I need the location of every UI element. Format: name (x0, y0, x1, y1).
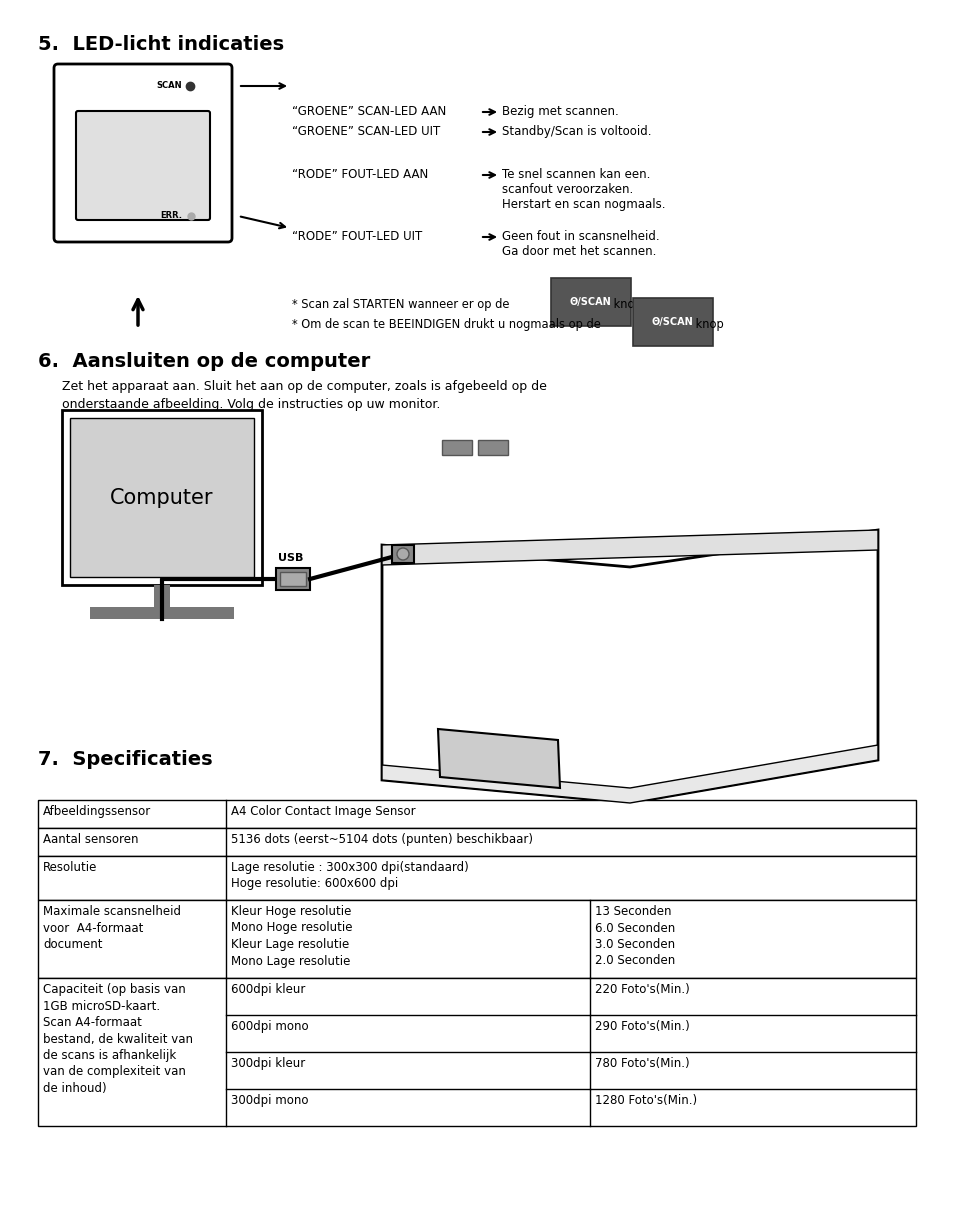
Text: Bezig met scannen.: Bezig met scannen. (501, 104, 618, 118)
Text: knop is gedrukt: knop is gedrukt (609, 298, 702, 311)
Text: Θ/SCAN: Θ/SCAN (651, 317, 693, 327)
Text: Te snel scannen kan een.
scanfout veroorzaken.
Herstart en scan nogmaals.: Te snel scannen kan een. scanfout veroor… (501, 168, 665, 211)
Text: “RODE” FOUT-LED UIT: “RODE” FOUT-LED UIT (292, 230, 422, 243)
Bar (38, 857, 915, 900)
Text: 6.  Aansluiten op de computer: 6. Aansluiten op de computer (38, 352, 370, 371)
Bar (477, 440, 507, 454)
Text: Afbeeldingssensor: Afbeeldingssensor (43, 806, 152, 818)
Text: Computer: Computer (111, 487, 213, 508)
Polygon shape (437, 729, 559, 789)
Text: 300dpi mono: 300dpi mono (231, 1094, 308, 1107)
Text: 600dpi mono: 600dpi mono (231, 1021, 309, 1033)
Bar (441, 440, 472, 454)
Text: knop: knop (691, 318, 723, 330)
Text: Capaciteit (op basis van
1GB microSD-kaart.
Scan A4-formaat
bestand, de kwalitei: Capaciteit (op basis van 1GB microSD-kaa… (43, 983, 193, 1095)
Text: 13 Seconden
6.0 Seconden
3.0 Seconden
2.0 Seconden: 13 Seconden 6.0 Seconden 3.0 Seconden 2.… (595, 905, 675, 967)
Polygon shape (381, 530, 877, 803)
Text: 1280 Foto's(Min.): 1280 Foto's(Min.) (595, 1094, 697, 1107)
Text: Zet het apparaat aan. Sluit het aan op de computer, zoals is afgebeeld op de: Zet het apparaat aan. Sluit het aan op d… (62, 380, 546, 392)
Bar (70, 418, 253, 577)
Polygon shape (381, 530, 877, 565)
Text: USB: USB (277, 553, 303, 563)
Text: Lage resolutie : 300x300 dpi(standaard)
Hoge resolutie: 600x600 dpi: Lage resolutie : 300x300 dpi(standaard) … (231, 861, 468, 891)
Text: ERR.: ERR. (160, 211, 182, 220)
Text: Kleur Hoge resolutie
Mono Hoge resolutie
Kleur Lage resolutie
Mono Lage resoluti: Kleur Hoge resolutie Mono Hoge resolutie… (231, 905, 352, 967)
Text: * Om de scan te BEEINDIGEN drukt u nogmaals op de: * Om de scan te BEEINDIGEN drukt u nogma… (292, 318, 604, 330)
Bar (392, 546, 414, 563)
Circle shape (396, 548, 409, 560)
FancyBboxPatch shape (54, 64, 232, 242)
Bar (153, 584, 170, 608)
Text: Maximale scansnelheid
voor  A4-formaat
document: Maximale scansnelheid voor A4-formaat do… (43, 905, 181, 951)
Bar (38, 900, 915, 978)
Bar (38, 799, 915, 827)
Bar (38, 978, 915, 1126)
Text: Standby/Scan is voltooid.: Standby/Scan is voltooid. (501, 125, 651, 139)
Text: 220 Foto's(Min.): 220 Foto's(Min.) (595, 983, 689, 996)
Text: SCAN: SCAN (156, 81, 182, 90)
Text: 7.  Specificaties: 7. Specificaties (38, 750, 213, 769)
Text: 780 Foto's(Min.): 780 Foto's(Min.) (595, 1057, 689, 1070)
Text: Θ/SCAN: Θ/SCAN (569, 296, 611, 307)
Text: “RODE” FOUT-LED AAN: “RODE” FOUT-LED AAN (292, 168, 428, 181)
FancyBboxPatch shape (76, 111, 210, 220)
Text: Geen fout in scansnelheid.
Ga door met het scannen.: Geen fout in scansnelheid. Ga door met h… (501, 230, 659, 258)
Polygon shape (381, 745, 877, 803)
Bar (90, 608, 233, 618)
Text: 300dpi kleur: 300dpi kleur (231, 1057, 305, 1070)
Text: onderstaande afbeelding. Volg de instructies op uw monitor.: onderstaande afbeelding. Volg de instruc… (62, 399, 440, 411)
Text: “GROENE” SCAN-LED UIT: “GROENE” SCAN-LED UIT (292, 125, 439, 139)
Text: 600dpi kleur: 600dpi kleur (231, 983, 305, 996)
Text: 5.  LED-licht indicaties: 5. LED-licht indicaties (38, 35, 284, 53)
Bar (38, 827, 915, 857)
Text: Aantal sensoren: Aantal sensoren (43, 833, 138, 846)
Text: Resolutie: Resolutie (43, 861, 97, 874)
Text: 290 Foto's(Min.): 290 Foto's(Min.) (595, 1021, 689, 1033)
Text: 5136 dots (eerst~5104 dots (punten) beschikbaar): 5136 dots (eerst~5104 dots (punten) besc… (231, 833, 533, 846)
Bar (280, 572, 306, 586)
Text: A4 Color Contact Image Sensor: A4 Color Contact Image Sensor (231, 806, 416, 818)
Text: “GROENE” SCAN-LED AAN: “GROENE” SCAN-LED AAN (292, 104, 446, 118)
Text: * Scan zal STARTEN wanneer er op de: * Scan zal STARTEN wanneer er op de (292, 298, 513, 311)
Bar (62, 409, 262, 584)
Bar (275, 567, 310, 590)
